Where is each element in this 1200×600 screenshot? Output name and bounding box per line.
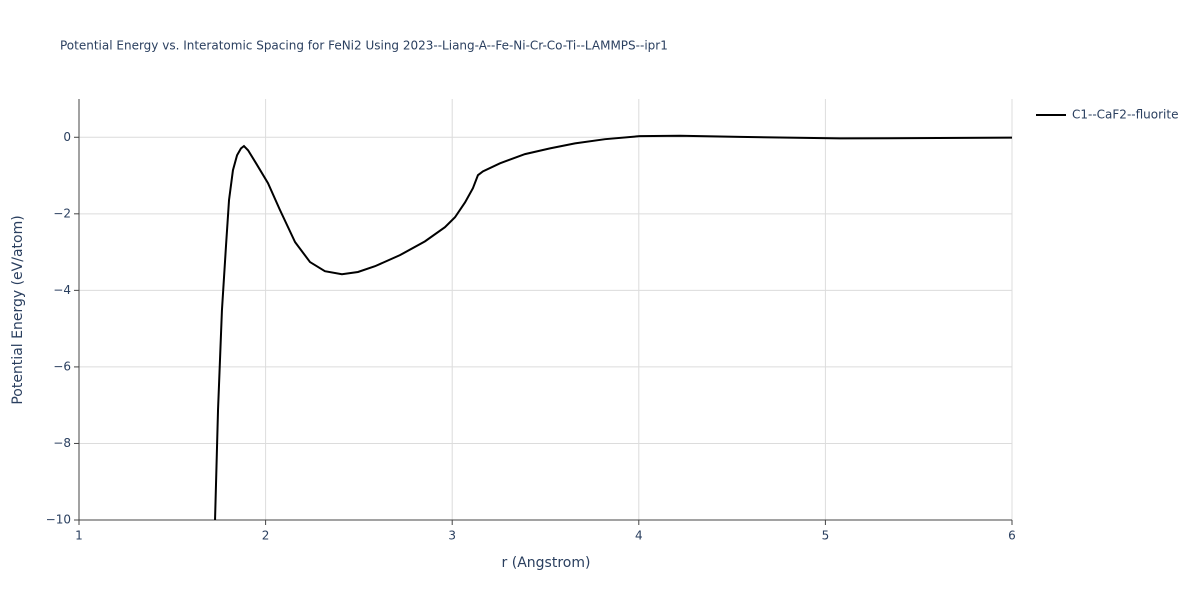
x-tick-label: 5 bbox=[822, 529, 830, 543]
x-axis-label: r (Angstrom) bbox=[502, 555, 591, 571]
x-tick-label: 3 bbox=[448, 529, 456, 543]
legend-label: C1--CaF2--fluorite bbox=[1072, 108, 1178, 122]
y-tick-label: −8 bbox=[53, 436, 71, 450]
data-line bbox=[214, 134, 1013, 521]
chart-title: Potential Energy vs. Interatomic Spacing… bbox=[60, 39, 668, 53]
y-tick-label: 0 bbox=[63, 130, 71, 144]
y-axis-label: Potential Energy (eV/atom) bbox=[10, 215, 26, 404]
x-tick-label: 1 bbox=[75, 529, 83, 543]
y-tick-label: −4 bbox=[53, 283, 71, 297]
y-tick-label: −2 bbox=[53, 206, 71, 220]
y-tick-label: −6 bbox=[53, 359, 71, 373]
x-tick-label: 2 bbox=[262, 529, 270, 543]
y-tick-label: −10 bbox=[46, 513, 71, 527]
x-tick-label: 6 bbox=[1008, 529, 1016, 543]
x-tick-label: 4 bbox=[635, 529, 643, 543]
